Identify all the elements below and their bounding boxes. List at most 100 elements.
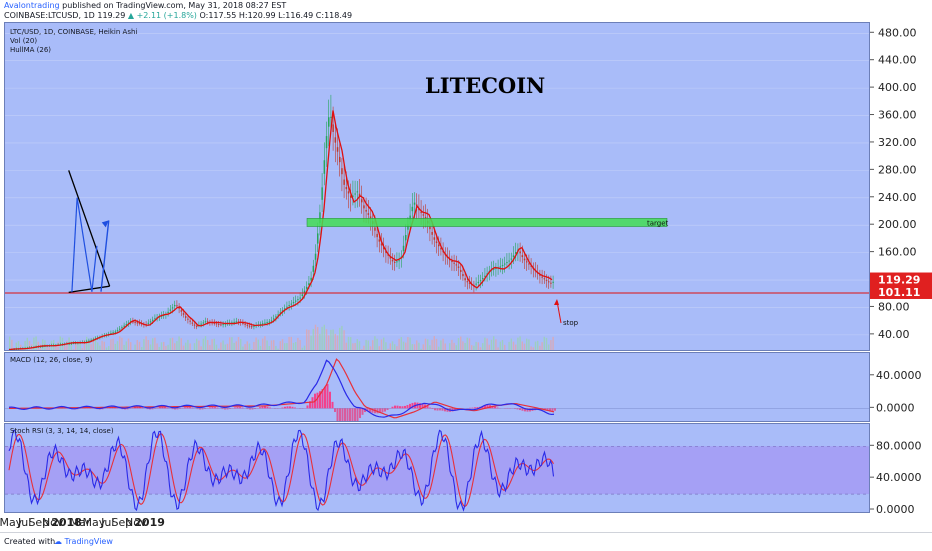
candle-body: [293, 302, 295, 303]
volume-bar: [504, 345, 505, 351]
stoch-rsi-panel[interactable]: Stoch RSI (3, 3, 14, 14, close): [4, 423, 870, 513]
volume-bar: [372, 340, 373, 351]
macd-histogram-bar: [222, 408, 224, 409]
volume-bar: [405, 343, 406, 351]
candle-body: [467, 281, 469, 282]
volume-bar: [442, 339, 443, 351]
volume-bar: [112, 339, 113, 351]
volume-bar: [350, 337, 351, 351]
volume-bar: [247, 341, 248, 351]
macd-histogram-bar: [189, 407, 191, 408]
candle-body: [546, 280, 548, 281]
volume-bar: [218, 349, 219, 351]
price-tick-label: 320.00: [878, 136, 917, 149]
volume-bar: [57, 342, 58, 351]
candle-body: [508, 261, 510, 262]
candle-body: [394, 262, 396, 263]
macd-histogram-bar: [399, 406, 401, 408]
candle-body: [460, 270, 462, 272]
volume-bar: [544, 337, 545, 351]
volume-bar: [130, 342, 131, 351]
volume-bar: [451, 340, 452, 351]
candle-body: [346, 187, 348, 189]
volume-bar: [209, 345, 210, 351]
macd-histogram-bar: [337, 408, 339, 422]
volume-bar: [73, 349, 74, 351]
volume-bar: [196, 339, 197, 351]
macd-histogram-bar: [177, 408, 179, 409]
macd-histogram-bar: [312, 397, 314, 408]
volume-bar: [370, 346, 371, 351]
volume-bar: [376, 339, 377, 351]
candle-body: [528, 263, 530, 264]
candle-body: [550, 283, 552, 284]
volume-bar: [530, 346, 531, 351]
volume-bar: [306, 329, 307, 351]
tradingview-logo[interactable]: ☁ TradingView: [54, 537, 113, 546]
stop-arrowhead: [554, 299, 559, 305]
volume-bar: [172, 338, 173, 351]
macd-histogram-bar: [267, 407, 269, 409]
candle-body: [524, 259, 526, 261]
volume-bar: [128, 339, 129, 351]
candle-body: [313, 266, 315, 272]
macd-histogram-bar: [329, 392, 331, 409]
macd-histogram-bar: [234, 407, 236, 408]
candle-body: [306, 287, 308, 289]
volume-bar: [464, 343, 465, 351]
volume-bar: [214, 339, 215, 351]
stop-label: stop: [563, 319, 579, 327]
volume-bar: [161, 342, 162, 351]
volume-bar: [251, 349, 252, 351]
candle-body: [203, 322, 205, 323]
volume-bar: [82, 348, 83, 351]
volume-bar: [236, 341, 237, 351]
volume-bar: [271, 340, 272, 351]
volume-bar: [339, 328, 340, 351]
candle-body: [541, 277, 543, 278]
candle-body: [458, 267, 460, 268]
macd-histogram-bar: [269, 408, 271, 409]
candle-body: [236, 321, 238, 322]
volume-bar: [335, 334, 336, 351]
candle-body: [137, 322, 139, 323]
volume-bar: [363, 346, 364, 351]
volume-bar: [315, 325, 316, 351]
macd-histogram-bar: [357, 408, 359, 421]
published-text: published on TradingView.com, May 31, 20…: [60, 1, 287, 10]
macd-panel[interactable]: MACD (12, 26, close, 9): [4, 352, 870, 422]
target-label: target: [647, 219, 669, 227]
volume-bar: [121, 338, 122, 351]
macd-histogram-bar: [332, 402, 334, 408]
volume-bar: [137, 340, 138, 351]
candle-body: [431, 232, 433, 235]
volume-bar: [533, 347, 534, 351]
price-tick-label: 80.00: [878, 300, 910, 313]
volume-bar: [99, 346, 100, 351]
volume-bar: [526, 339, 527, 351]
candle-body: [183, 313, 185, 315]
volume-bar: [332, 329, 333, 351]
candle-body: [304, 291, 306, 293]
volume-bar: [152, 338, 153, 351]
volume-bar: [423, 344, 424, 351]
macd-histogram-bar: [342, 408, 344, 422]
volume-bar: [447, 350, 448, 351]
volume-bar: [502, 340, 503, 351]
macd-histogram-bar: [324, 387, 326, 409]
macd-histogram-bar: [352, 408, 354, 422]
symbol-label: COINBASE:LTCUSD, 1D: [4, 11, 95, 20]
volume-bar: [264, 336, 265, 351]
volume-bar: [189, 343, 190, 351]
volume-bar: [295, 342, 296, 351]
macd-histogram-bar: [434, 408, 436, 410]
candle-body: [326, 136, 328, 148]
candle-body: [414, 203, 416, 205]
publisher-link[interactable]: Avalontrading: [4, 1, 60, 10]
volume-bar: [456, 345, 457, 351]
